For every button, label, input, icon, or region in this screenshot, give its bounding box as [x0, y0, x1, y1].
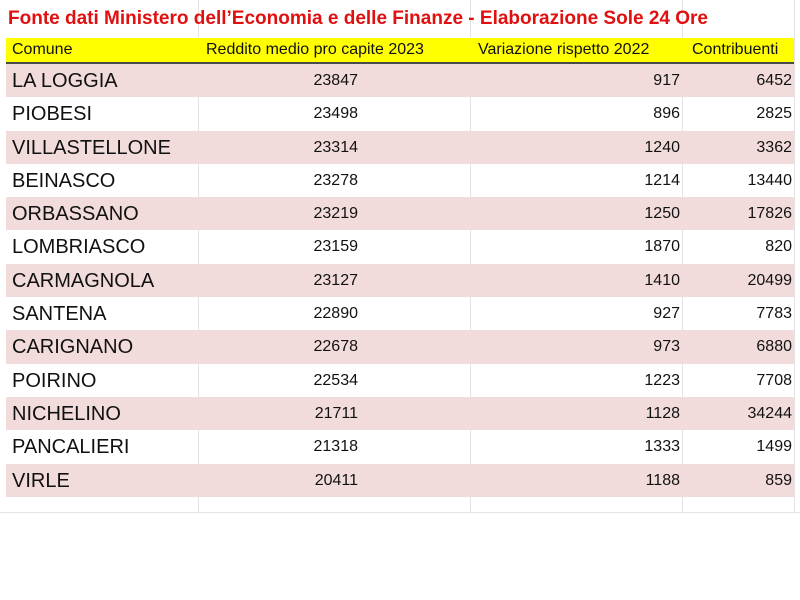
- table-row: LA LOGGIA 23847 917 6452: [6, 64, 794, 98]
- cell-contribuenti[interactable]: 34244: [747, 404, 793, 422]
- cell-comune[interactable]: POIRINO: [12, 369, 97, 392]
- table-row: PIOBESI 23498 896 2825: [6, 97, 794, 130]
- table-header: Comune Reddito medio pro capite 2023 Var…: [6, 38, 794, 64]
- table-row: CARIGNANO 22678 973 6880: [6, 330, 794, 364]
- cell-reddito[interactable]: 23127: [313, 271, 359, 289]
- cell-reddito[interactable]: 21318: [313, 438, 359, 456]
- cell-contribuenti[interactable]: 2825: [756, 105, 792, 123]
- table-body: LA LOGGIA 23847 917 6452 PIOBESI 23498 896 2825…: [6, 64, 794, 497]
- cell-contribuenti[interactable]: 820: [765, 238, 792, 256]
- source-title: Fonte dati Ministero dell’Economia e del…: [8, 8, 708, 29]
- cell-variazione[interactable]: 896: [653, 105, 680, 123]
- cell-contribuenti[interactable]: 7783: [756, 305, 792, 323]
- cell-comune[interactable]: LA LOGGIA: [12, 70, 118, 92]
- cell-variazione[interactable]: 1128: [645, 404, 680, 422]
- cell-comune[interactable]: ORBASSANO: [12, 203, 139, 226]
- cell-reddito[interactable]: 23219: [313, 205, 359, 223]
- cell-variazione[interactable]: 1410: [644, 271, 680, 289]
- cell-variazione[interactable]: 1870: [644, 238, 680, 256]
- cell-reddito[interactable]: 23847: [313, 72, 359, 89]
- table-row: ORBASSANO 23219 1250 17826: [6, 197, 794, 231]
- cell-contribuenti[interactable]: 1499: [756, 438, 792, 456]
- table-row: SANTENA 22890 927 7783: [6, 297, 794, 330]
- cell-comune[interactable]: PANCALIERI: [12, 436, 130, 459]
- cell-reddito[interactable]: 23159: [313, 238, 359, 256]
- cell-variazione[interactable]: 1188: [645, 471, 680, 489]
- table-row: VILLASTELLONE 23314 1240 3362: [6, 130, 794, 164]
- cell-contribuenti[interactable]: 17826: [747, 205, 793, 223]
- gridline: [682, 0, 683, 512]
- cell-reddito[interactable]: 20411: [314, 471, 358, 489]
- column-header-variazione[interactable]: Variazione rispetto 2022: [478, 41, 650, 58]
- table-row: CARMAGNOLA 23127 1410 20499: [6, 263, 794, 298]
- gridline: [0, 512, 800, 513]
- cell-reddito[interactable]: 23314: [313, 138, 359, 156]
- cell-contribuenti[interactable]: 859: [765, 471, 792, 489]
- table-row: VIRLE 20411 1188 859: [6, 463, 794, 497]
- cell-contribuenti[interactable]: 13440: [747, 171, 793, 189]
- cell-comune[interactable]: VIRLE: [12, 469, 70, 492]
- column-header-comune[interactable]: Comune: [12, 41, 73, 58]
- cell-comune[interactable]: VILLASTELLONE: [12, 136, 171, 159]
- gridline: [198, 0, 199, 512]
- cell-variazione[interactable]: 1240: [644, 138, 680, 156]
- cell-comune[interactable]: PIOBESI: [12, 103, 93, 126]
- cell-variazione[interactable]: 1250: [644, 205, 680, 223]
- cell-comune[interactable]: CARMAGNOLA: [12, 269, 155, 292]
- cell-reddito[interactable]: 21711: [314, 404, 358, 422]
- cell-contribuenti[interactable]: 6880: [756, 338, 792, 356]
- column-header-reddito[interactable]: Reddito medio pro capite 2023: [206, 41, 424, 58]
- cell-reddito[interactable]: 22890: [313, 305, 359, 323]
- cell-comune[interactable]: CARIGNANO: [12, 336, 134, 359]
- table-row: PANCALIERI 21318 1333 1499: [6, 430, 794, 463]
- cell-reddito[interactable]: 23498: [313, 105, 359, 123]
- cell-reddito[interactable]: 23278: [313, 171, 359, 189]
- cell-variazione[interactable]: 1214: [644, 171, 680, 189]
- table-row: NICHELINO 21711 1128 34244: [6, 396, 794, 431]
- cell-reddito[interactable]: 22678: [313, 338, 359, 356]
- gridline: [794, 0, 795, 512]
- cell-variazione[interactable]: 973: [653, 338, 680, 356]
- table-row: BEINASCO 23278 1214 13440: [6, 164, 794, 197]
- cell-comune[interactable]: SANTENA: [12, 303, 107, 326]
- cell-variazione[interactable]: 1223: [644, 371, 680, 389]
- cell-comune[interactable]: BEINASCO: [12, 169, 116, 192]
- table-row: LOMBRIASCO 23159 1870 820: [6, 230, 794, 263]
- cell-comune[interactable]: NICHELINO: [12, 402, 121, 425]
- cell-comune[interactable]: LOMBRIASCO: [12, 236, 146, 259]
- cell-variazione[interactable]: 927: [653, 305, 680, 323]
- cell-variazione[interactable]: 917: [653, 72, 680, 89]
- table-row: POIRINO 22534 1223 7708: [6, 364, 794, 397]
- cell-variazione[interactable]: 1333: [644, 438, 680, 456]
- cell-contribuenti[interactable]: 7708: [756, 371, 792, 389]
- cell-contribuenti[interactable]: 3362: [756, 138, 792, 156]
- cell-contribuenti[interactable]: 20499: [747, 271, 793, 289]
- gridline: [470, 0, 471, 512]
- cell-reddito[interactable]: 22534: [313, 371, 359, 389]
- cell-contribuenti[interactable]: 6452: [756, 72, 792, 89]
- column-header-contribuenti[interactable]: Contribuenti: [692, 41, 779, 58]
